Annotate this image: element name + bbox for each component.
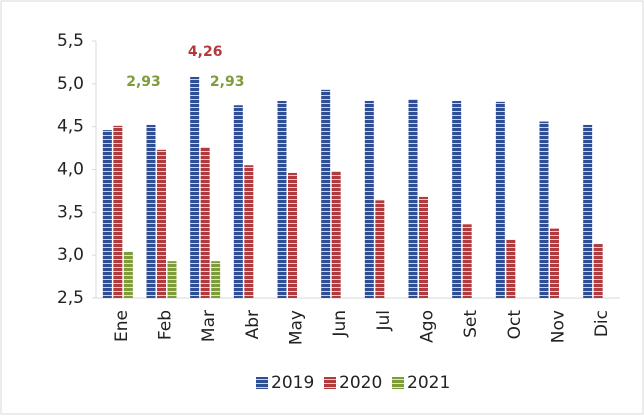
bar	[288, 172, 297, 298]
bar	[321, 89, 331, 298]
bar	[550, 228, 559, 298]
bar	[157, 149, 166, 298]
x-tick-label: Oct	[505, 310, 525, 340]
legend-swatch	[324, 377, 336, 389]
bar	[375, 200, 385, 298]
value-label: 4,26	[188, 44, 223, 60]
bar	[233, 105, 243, 298]
bar	[244, 165, 254, 298]
bar	[593, 244, 603, 298]
y-tick-label: 2,5	[57, 288, 84, 308]
value-label: 2,93	[210, 74, 245, 90]
bar	[452, 100, 462, 298]
x-tick-label: Ene	[112, 310, 132, 342]
value-label: 2,93	[126, 74, 161, 90]
bar	[419, 196, 428, 298]
bar	[146, 124, 156, 298]
x-tick-label: Dic	[592, 310, 612, 337]
legend-label: 2020	[339, 373, 382, 393]
bar	[539, 121, 549, 298]
bar	[408, 99, 418, 299]
x-tick-label: Set	[461, 310, 481, 338]
bar	[211, 261, 221, 298]
bar	[462, 224, 472, 298]
bar	[123, 251, 133, 298]
x-tick-label: Jul	[374, 310, 394, 332]
x-tick-label: Jun	[330, 310, 350, 338]
x-tick-label: May	[287, 310, 307, 345]
bar	[495, 101, 505, 298]
bar	[167, 261, 177, 298]
y-tick-label: 5,0	[57, 74, 84, 94]
bar	[583, 124, 593, 298]
bar	[113, 125, 123, 298]
x-tick-label: Feb	[156, 310, 176, 340]
y-tick-label: 3,5	[57, 202, 84, 222]
bar	[364, 100, 374, 298]
y-tick-label: 4,0	[57, 160, 84, 180]
x-tick-label: Nov	[549, 310, 569, 343]
y-tick-label: 5,5	[57, 31, 84, 51]
y-tick-label: 3,0	[57, 245, 84, 265]
legend-label: 2019	[271, 373, 314, 393]
bar	[200, 147, 210, 298]
x-tick-label: Ago	[418, 310, 438, 343]
legend-swatch	[392, 377, 404, 389]
bar	[506, 239, 516, 298]
x-tick-label: Abr	[243, 310, 263, 339]
bar	[190, 76, 200, 298]
bar	[277, 100, 287, 298]
bar	[102, 130, 112, 298]
legend-swatch	[256, 377, 268, 389]
bar	[331, 171, 341, 298]
y-tick-label: 4,5	[57, 117, 84, 137]
legend-label: 2021	[407, 373, 450, 393]
x-tick-label: Mar	[199, 310, 219, 342]
